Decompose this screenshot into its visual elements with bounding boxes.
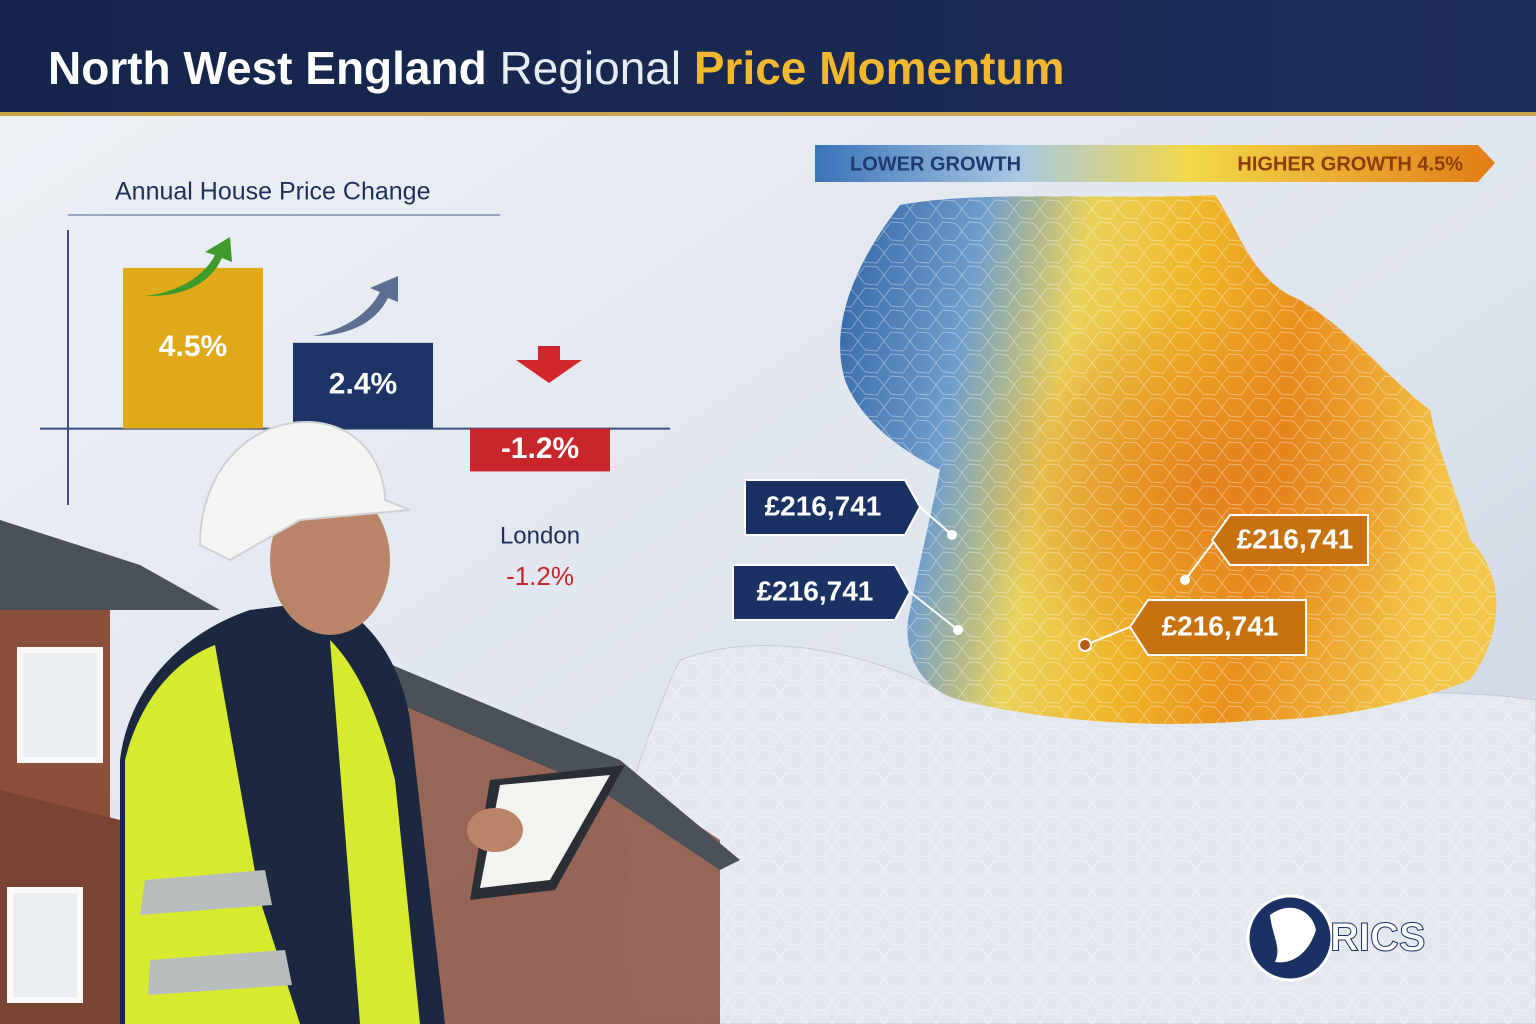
price-callout-label: £216,741 bbox=[757, 575, 874, 606]
logo-lion bbox=[1270, 907, 1316, 963]
vest-reflective-strip bbox=[140, 870, 292, 995]
title-part: Regional bbox=[500, 42, 682, 94]
worker-head bbox=[270, 485, 390, 635]
bar bbox=[470, 428, 610, 472]
price-callout bbox=[1128, 599, 1307, 656]
worker-helmet bbox=[198, 420, 411, 562]
bar-chart: 4.5% 2.4% -1.2% London -1.2% bbox=[40, 230, 670, 591]
bar-value-label: 2.4% bbox=[329, 368, 397, 401]
page-title: North West England Regional Price Moment… bbox=[48, 42, 1065, 94]
callout-leader bbox=[1084, 626, 1131, 646]
bar bbox=[293, 342, 433, 429]
house-roof bbox=[380, 660, 740, 870]
x-category-label: London bbox=[500, 522, 580, 549]
worker-hand bbox=[467, 808, 523, 852]
logo-text: RICS bbox=[1330, 916, 1426, 960]
bar-value-label: 4.5% bbox=[159, 330, 227, 363]
price-callout-label: £216,741 bbox=[1162, 610, 1279, 641]
callout-dot bbox=[1180, 575, 1190, 585]
title-part: North West England bbox=[48, 42, 487, 94]
callout-leader bbox=[909, 591, 959, 631]
up-arrow-icon bbox=[313, 276, 398, 336]
clipboard-paper bbox=[480, 775, 610, 888]
worker-vest bbox=[125, 640, 420, 1024]
bar-value-label: -1.2% bbox=[501, 432, 579, 465]
price-callout bbox=[732, 564, 912, 621]
bar bbox=[123, 267, 263, 429]
callout-leader bbox=[1184, 539, 1216, 581]
title-part: Price Momentum bbox=[694, 42, 1065, 94]
price-callout bbox=[744, 479, 922, 536]
header-rule bbox=[0, 112, 1536, 116]
house-window bbox=[7, 887, 83, 1003]
legend-low-label: LOWER GROWTH bbox=[850, 153, 1021, 175]
chart-title: Annual House Price Change bbox=[115, 178, 430, 206]
callout-dot bbox=[953, 625, 963, 635]
up-arrow-icon bbox=[145, 237, 232, 297]
house-window bbox=[17, 647, 103, 763]
growth-legend-bar bbox=[815, 145, 1495, 182]
category-change-label: -1.2% bbox=[506, 561, 574, 591]
legend-high-label: HIGHER GROWTH 4.5% bbox=[1237, 153, 1463, 175]
callout-dot bbox=[947, 530, 957, 540]
price-callout bbox=[1210, 514, 1369, 566]
price-callout-label: £216,741 bbox=[1237, 523, 1354, 554]
map-texture bbox=[840, 195, 1497, 724]
price-callout-label: £216,741 bbox=[765, 490, 882, 521]
house-roof bbox=[0, 520, 220, 610]
callout-dot bbox=[1078, 638, 1092, 652]
header-bar bbox=[0, 0, 1536, 115]
down-arrow-icon bbox=[516, 346, 582, 383]
callout-leader bbox=[919, 506, 953, 536]
